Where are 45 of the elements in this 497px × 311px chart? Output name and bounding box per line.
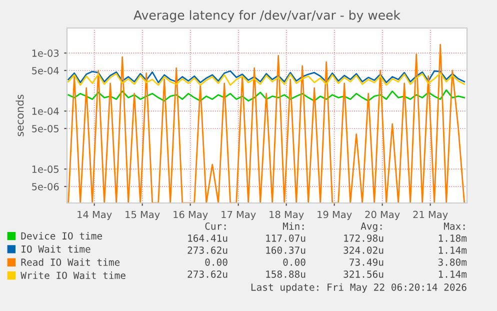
text: 3.80m: [438, 258, 467, 266]
y-tick-label: 1e-05: [32, 166, 59, 173]
text: Cur:: [205, 222, 226, 230]
chart-title: Average latency for /dev/var/var - by week: [134, 10, 400, 22]
y-axis-title: seconds: [16, 94, 24, 136]
text: 160.37u: [266, 246, 306, 254]
line-series: [68, 89, 466, 102]
text: 158.88u: [266, 270, 306, 278]
line-series: [68, 72, 466, 86]
line-series: [68, 44, 466, 203]
text: 0.00: [283, 258, 306, 266]
y-tick-label: 5e-05: [32, 124, 59, 132]
legend-label: Read IO Wait time: [21, 258, 120, 266]
text: 0.00: [205, 258, 228, 266]
text: 1.14m: [438, 246, 467, 254]
line-series: [68, 70, 466, 84]
x-tick-label: 16 May: [174, 210, 208, 220]
y-tick-label: 1e-04: [32, 108, 59, 115]
x-tick-label: 14 May: [78, 210, 112, 220]
text: Avg:: [360, 222, 382, 232]
text: 1.14m: [438, 270, 467, 278]
text: 273.62u: [188, 270, 228, 278]
text: Max:: [444, 222, 465, 230]
text: 321.56u: [344, 270, 384, 278]
text: 1.18m: [438, 234, 467, 242]
text: 273.62u: [188, 246, 228, 254]
text: 117.07u: [266, 234, 306, 242]
x-tick-label: 17 May: [222, 210, 256, 220]
text: 73.49u: [350, 258, 384, 266]
x-tick-label: 21 May: [413, 210, 448, 220]
y-tick-label: 1e-03: [32, 50, 59, 57]
x-tick-label: 19 May: [318, 210, 352, 220]
y-tick-label: 5e-06: [32, 183, 59, 190]
text: 324.02u: [344, 246, 384, 254]
y-tick-label: 5e-04: [32, 66, 59, 74]
x-tick-label: 18 May: [270, 210, 304, 220]
legend-label: IO Wait time: [22, 245, 90, 253]
x-tick-label: 20 May: [365, 210, 400, 220]
text: Min:: [282, 222, 304, 230]
x-tick-label: 15 May: [126, 210, 160, 220]
text: Last update: Fri May 22 06:20:14 2026: [251, 283, 466, 293]
text: 172.98u: [344, 234, 384, 242]
text: 164.41u: [188, 234, 228, 242]
legend-label: Device IO time: [21, 232, 102, 240]
legend-label: Write IO Wait time: [20, 272, 126, 280]
